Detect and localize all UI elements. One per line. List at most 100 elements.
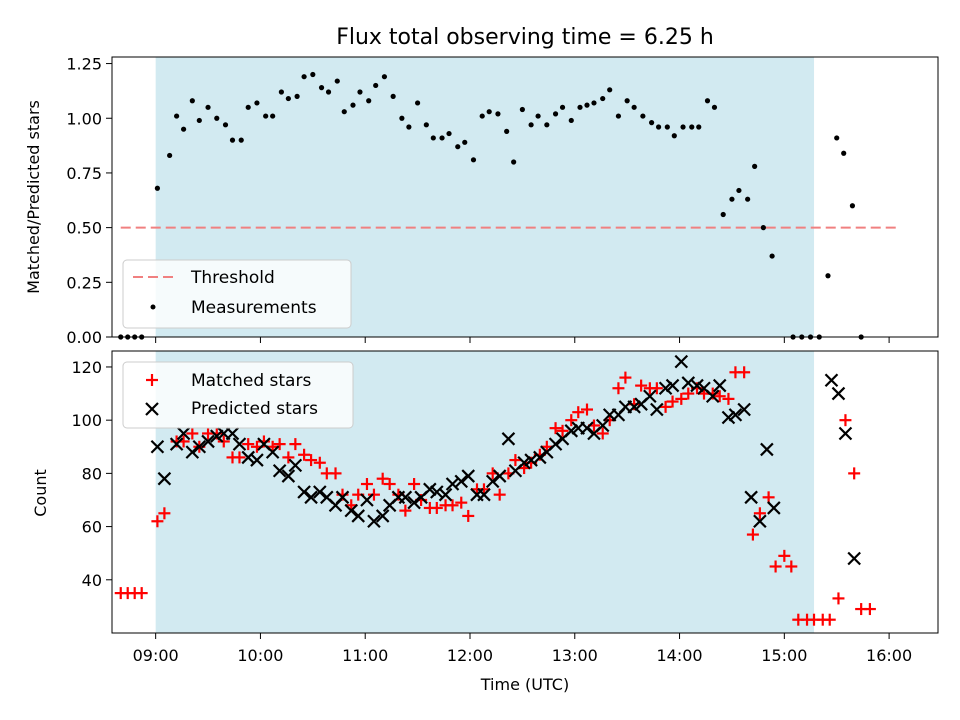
predicted-stars-point	[485, 474, 500, 489]
matched-stars-point	[572, 406, 585, 419]
matched-stars-point	[455, 496, 468, 509]
predicted-stars-point	[272, 463, 287, 478]
predicted-stars-point	[674, 354, 689, 369]
predicted-stars-point	[728, 408, 743, 422]
top-ytick-label: 1.00	[66, 109, 102, 128]
predicted-stars-point	[548, 437, 563, 451]
top-ylabel: Matched/Predicted stars	[24, 100, 43, 294]
chart-title: Flux total observing time = 6.25 h	[336, 25, 714, 50]
bottom-xtick-label: 09:00	[133, 646, 179, 665]
measurement-point	[600, 95, 606, 102]
top-ytick-label: 0.00	[66, 328, 102, 347]
bottom-ytick-label: 100	[71, 411, 102, 430]
matched-stars-point	[580, 403, 593, 416]
bottom-axes-frame	[111, 350, 939, 634]
measurement-point	[760, 225, 766, 231]
bottom-ytick-label: 80	[82, 464, 102, 483]
matched-stars-point	[863, 603, 876, 616]
matched-stars-point	[769, 560, 782, 573]
matched-stars-point	[376, 472, 389, 485]
matched-stars-point	[151, 515, 164, 528]
predicted-stars-point	[524, 453, 538, 467]
measurement-point	[689, 124, 695, 130]
predicted-stars-point	[564, 424, 579, 438]
top-yticks: 0.00 0.25 0.50 0.75 1.00 1.25	[66, 55, 112, 347]
predicted-stars-point	[367, 514, 381, 529]
measurement-point	[294, 93, 300, 99]
predicted-stars-point	[665, 378, 680, 393]
matched-stars-point	[289, 438, 302, 451]
matched-stars-point	[493, 488, 506, 501]
measurement-point	[736, 187, 742, 194]
matched-stars-point	[186, 427, 199, 440]
matched-stars-point	[242, 438, 255, 451]
measurement-point	[439, 135, 445, 141]
matched-stars-point	[446, 499, 459, 512]
bottom-xtick-label: 11:00	[342, 646, 388, 665]
measurement-point	[423, 122, 429, 128]
predicted-stars-point	[176, 426, 191, 441]
predicted-stars-point	[241, 450, 255, 465]
predicted-stars-point	[430, 485, 444, 499]
predicted-stars-point	[150, 439, 165, 454]
predicted-stars-point	[501, 432, 516, 446]
top-ytick-label: 1.25	[66, 55, 102, 74]
top-axes-frame	[111, 56, 939, 338]
measurement-point	[399, 115, 405, 121]
measurement-point	[334, 78, 340, 84]
measurement-point	[486, 109, 492, 115]
measurement-point	[704, 98, 711, 104]
measurement-point	[430, 135, 436, 141]
measurement-point	[174, 113, 180, 119]
predicted-stars-point	[185, 445, 200, 459]
matched-stars-point	[650, 382, 663, 395]
predicted-stars-point	[492, 469, 507, 483]
predicted-stars-point	[533, 450, 547, 465]
predicted-stars-point	[169, 437, 184, 451]
top-xticks	[155, 337, 890, 343]
measurement-point	[406, 124, 412, 130]
predicted-stars-point	[225, 426, 240, 441]
measurement-point	[834, 135, 840, 141]
measurement-point	[154, 185, 161, 191]
measurement-point	[504, 128, 510, 134]
measurement-point	[373, 82, 379, 89]
measurement-point	[640, 113, 646, 119]
measurement-point	[479, 113, 485, 119]
measurement-point	[270, 113, 276, 119]
bottom-ytick-label: 120	[71, 358, 102, 377]
predicted-stars-point	[288, 458, 303, 473]
predicted-stars-point	[210, 429, 224, 443]
bottom-xlabel: Time (UTC)	[480, 675, 569, 694]
predicted-stars-point	[831, 386, 846, 401]
predicted-stars-point	[721, 410, 736, 425]
matched-stars-point	[738, 366, 751, 379]
measurement-point	[752, 163, 758, 169]
predicted-stars-point	[595, 418, 610, 433]
measurement-point	[745, 196, 751, 202]
predicted-stars-point	[760, 442, 774, 457]
matched-stars-point	[298, 448, 311, 461]
matched-stars-point	[746, 528, 759, 541]
bottom-legend: Matched stars Predicted stars	[122, 361, 354, 429]
matched-stars-point	[282, 451, 295, 464]
matched-stars-point	[565, 414, 578, 427]
measurement-point	[559, 104, 566, 110]
predicted-stars-point	[477, 487, 491, 502]
predicted-stars-point	[265, 445, 280, 459]
matched-stars-point	[839, 414, 852, 427]
measurement-point	[729, 196, 735, 202]
measurement-point	[577, 104, 583, 110]
top-legend: Threshold Measurements	[122, 259, 352, 329]
predicted-stars-point	[690, 378, 704, 393]
measurement-point	[390, 93, 396, 99]
matched-stars-point	[753, 507, 766, 520]
matched-stars-point	[659, 400, 672, 413]
top-markers	[118, 71, 864, 340]
measurement-point	[535, 113, 541, 119]
measurement-point	[245, 104, 251, 110]
measurement-point	[285, 95, 291, 102]
predicted-stars-point	[157, 471, 172, 486]
legend-matched-label: Matched stars	[191, 371, 311, 391]
matched-stars-point	[832, 592, 845, 605]
